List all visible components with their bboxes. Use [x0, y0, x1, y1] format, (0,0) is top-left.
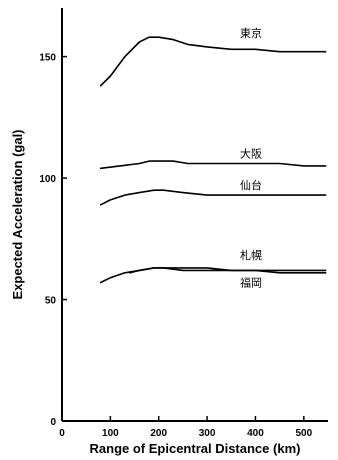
y-tick-label-100: 100 — [39, 174, 56, 185]
x-tick-label-300: 300 — [199, 428, 216, 439]
x-tick-label-0: 0 — [59, 428, 65, 439]
series-label-1: 東京 — [240, 26, 262, 40]
y-tick-label-0: 0 — [50, 417, 56, 428]
series-label-2: 大阪 — [240, 146, 262, 160]
y-axis-title: Expected Acceleration (gal) — [10, 129, 25, 299]
x-tick-label-100: 100 — [102, 428, 119, 439]
x-tick-label-200: 200 — [150, 428, 167, 439]
axes — [61, 8, 328, 422]
series-line-1 — [99, 36, 327, 87]
ticks: 0 100 200 300 400 500 0 50 100 150 — [39, 53, 312, 439]
series-line-4 — [99, 267, 327, 284]
x-tick-label-400: 400 — [247, 428, 264, 439]
series-label-3: 仙台 — [240, 178, 262, 192]
series-line-2 — [99, 160, 327, 170]
x-tick-label-500: 500 — [295, 428, 312, 439]
y-tick-label-50: 50 — [45, 296, 57, 307]
x-axis-title: Range of Epicentral Distance (km) — [90, 441, 301, 456]
series-label-4: 札幌 — [240, 248, 262, 262]
series-line-3 — [99, 189, 327, 206]
series-label-5: 福岡 — [240, 275, 262, 289]
y-tick-label-150: 150 — [39, 53, 56, 64]
series-line-5 — [128, 267, 327, 274]
